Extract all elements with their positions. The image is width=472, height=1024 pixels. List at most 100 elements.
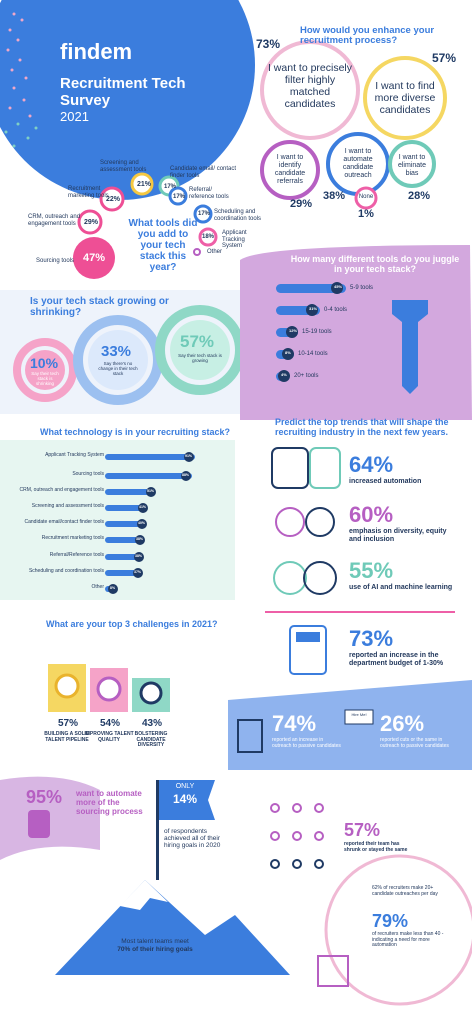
- ai-head-icon: [273, 561, 307, 595]
- tool-pct-marketing: 22%: [106, 196, 121, 203]
- tool-label-candidate-email: Candidate email/ contact finder tools: [170, 166, 237, 179]
- challenge-label-1: IMPROVING TALENT QUALITY: [84, 731, 134, 743]
- goals-only-label: ONLY: [175, 783, 195, 790]
- bubble-diverse: [363, 56, 447, 140]
- stack-question: What technology is in your recruiting st…: [40, 427, 231, 437]
- brand-logo: findem: [60, 39, 133, 64]
- outreach-circle: [324, 854, 472, 1006]
- bubble-bias: [388, 140, 436, 188]
- challenge-pct-2: 43%: [141, 718, 162, 729]
- enhance-pct-referrals: 29%: [290, 198, 313, 210]
- hire-me-sign: [344, 709, 374, 725]
- trend-label-diversity: emphasis on diversity, equity and inclus…: [349, 528, 447, 543]
- juggle-label-2: 15-19 tools: [302, 329, 332, 335]
- bubble-referrals: [260, 140, 320, 200]
- juggle-pct-4: 4%: [281, 372, 287, 377]
- tools-gears: [73, 172, 218, 279]
- growth-pct-growing: 57%: [180, 332, 215, 351]
- stack-label-2: CRM, outreach and engagement tools: [19, 487, 105, 493]
- stack-bg: [0, 440, 235, 600]
- tool-label-referral: Referral/ reference tools: [189, 187, 229, 200]
- ring-shrinking: [13, 338, 77, 402]
- growth-label-no-change: Say there's no change in their tech stac…: [98, 361, 138, 376]
- enhance-label-none: None: [358, 194, 374, 200]
- enhance-label-bias: I want to eliminate bias: [397, 154, 426, 178]
- tool-pct-ats: 18%: [202, 234, 215, 240]
- growth-label-shrinking: Say their tech stack is shrinking: [31, 371, 59, 386]
- hire-me-text: Hire Me!: [351, 712, 367, 717]
- growth-question: Is your tech stack growing or shrinking?: [30, 296, 169, 318]
- enhance-pct-diverse: 57%: [432, 51, 457, 65]
- robot-icon-2: [28, 810, 50, 838]
- goals-meet-label: Most talent teams meet: [121, 938, 189, 945]
- juggle-pct-3: 8%: [285, 350, 291, 355]
- team-label: reported their team has shrunk or stayed…: [344, 841, 408, 853]
- outreach-increase-pct: 74%: [272, 711, 317, 736]
- tool-label-screening: Screening and assessment tools: [100, 160, 147, 173]
- stack-pct-1: 88%: [182, 473, 190, 477]
- juggle-label-3: 10-14 tools: [298, 351, 328, 357]
- tool-label-ats: Applicant Tracking System: [222, 230, 247, 250]
- trend-label-automation: increased automation: [349, 478, 422, 485]
- trend-pct-diversity: 60%: [349, 502, 394, 527]
- tools-question: What tools did you add to your tech stac…: [128, 218, 198, 273]
- juggle-label-4: 20+ tools: [294, 373, 319, 379]
- enhance-pct-bias: 28%: [408, 190, 431, 202]
- outreach-bg: [228, 680, 472, 770]
- desk-icon: [237, 719, 263, 753]
- robot-icon: [271, 447, 309, 489]
- flag: [159, 780, 215, 820]
- tool-label-marketing: Recruitment marketing tools: [68, 186, 109, 199]
- enhance-pct-none: 1%: [358, 208, 374, 220]
- trend-pct-ai: 55%: [349, 558, 394, 583]
- wrench-icon: [392, 300, 428, 394]
- enhance-label-filter: I want to precisely filter highly matche…: [267, 62, 353, 111]
- outreach-cut-label: reported cuts or the same in outreach to…: [380, 737, 449, 749]
- enhance-pct-filter: 73%: [256, 37, 281, 51]
- stack-label-5: Recruitment marketing tools: [41, 535, 104, 541]
- enhance-pct-outreach: 38%: [323, 190, 346, 202]
- outreach-cut-pct: 26%: [380, 711, 425, 736]
- tool-pct-crm: 29%: [84, 219, 99, 226]
- survey-title: Recruitment Tech Survey: [60, 75, 186, 109]
- challenge-label-0: BUILDING A SOLID TALENT PIPELINE: [44, 731, 90, 743]
- trend-pct-automation: 64%: [349, 452, 394, 477]
- juggle-label-0: 5-9 tools: [350, 285, 374, 291]
- stack-label-0: Applicant Tracking System: [45, 452, 104, 458]
- tool-label-other: Other: [207, 249, 223, 255]
- tool-pct-candidate-email: 17%: [164, 184, 177, 190]
- stack-label-1: Sourcing tools: [72, 471, 104, 477]
- podium-icon: [317, 955, 349, 987]
- challenge-pct-1: 54%: [99, 718, 120, 729]
- survey-year: 2021: [60, 109, 89, 124]
- stack-label-8: Other: [91, 584, 104, 590]
- trend-label-ai: use of AI and machine learning: [349, 584, 453, 591]
- tool-label-crm: CRM, outreach and engagement tools: [28, 214, 81, 227]
- tool-pct-sourcing: 47%: [83, 252, 106, 264]
- tool-pct-referral: 17%: [173, 194, 186, 200]
- stack-pct-6: 38%: [135, 554, 143, 558]
- juggle-label-1: 0-4 tools: [324, 307, 348, 313]
- stack-pct-3: 41%: [139, 505, 147, 509]
- outreach-20-label: 62% of recruiters make 20+ candidate out…: [372, 885, 438, 897]
- outreach-40-label: of recruiters make less than 40 - indica…: [372, 931, 444, 948]
- team-pct: 57%: [344, 820, 381, 840]
- stack-pct-4: 40%: [138, 521, 146, 525]
- enhance-question: How would you enhance your recruitment p…: [300, 25, 435, 47]
- juggle-question: How many different tools do you juggle i…: [290, 254, 460, 274]
- outreach-40-pct: 79%: [372, 911, 409, 931]
- automate-label: want to automate more of the sourcing pr…: [76, 789, 143, 816]
- tool-pct-scheduling: 17%: [198, 211, 211, 217]
- challenge-pct-0: 57%: [57, 718, 78, 729]
- automate-pct: 95%: [26, 787, 63, 807]
- calculator-icon: [289, 625, 327, 675]
- stack-pct-5: 38%: [136, 537, 144, 541]
- outreach-increase-label: reported an increase in outreach to pass…: [272, 737, 341, 749]
- diversity-icon: [275, 507, 305, 537]
- goals-meet-bold: 70% of their hiring goals: [117, 946, 193, 953]
- goals-pct: 14%: [172, 792, 198, 806]
- tool-label-sourcing: Sourcing tools: [36, 258, 75, 264]
- trends-question: Predict the top trends that will shape t…: [275, 417, 449, 437]
- flag-pole: [156, 780, 159, 880]
